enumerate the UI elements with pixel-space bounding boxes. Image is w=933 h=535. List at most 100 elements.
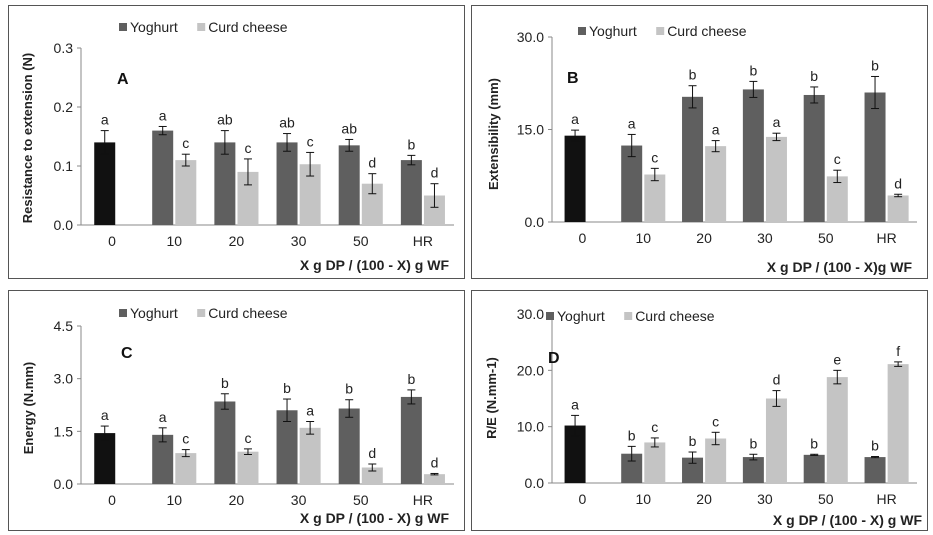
significance-letter: d — [773, 372, 781, 388]
legend-swatch — [197, 309, 206, 317]
legend-swatch — [119, 309, 127, 317]
significance-letter: b — [749, 435, 757, 451]
x-tick-label: 0 — [108, 233, 116, 249]
bar-yoghurt — [864, 457, 886, 483]
chart-svg: 0.0 0.1 0.2 0.3 Resistance to extension (N) X… — [20, 19, 454, 273]
legend-swatch — [656, 27, 665, 35]
bar-yoghurt — [682, 96, 704, 222]
significance-letter: d — [894, 175, 902, 191]
x-tick-label: 10 — [166, 492, 182, 508]
significance-letter: b — [407, 136, 415, 152]
significance-letter: e — [833, 351, 841, 367]
y-tick-label: 0.0 — [525, 475, 545, 491]
significance-letter: c — [651, 149, 658, 165]
y-axis-label: Energy (N.mm) — [21, 362, 36, 454]
x-tick-label: HR — [876, 491, 896, 507]
x-tick-label: 20 — [229, 492, 245, 508]
bar-yoghurt — [152, 130, 174, 225]
x-tick-label: 0 — [579, 491, 587, 507]
x-tick-label: 0 — [579, 230, 587, 246]
y-tick-label: 0.2 — [54, 99, 74, 115]
bar-yoghurt — [742, 457, 764, 483]
bar-curd-cheese — [705, 146, 727, 222]
y-tick-label: 3.0 — [54, 371, 74, 387]
y-tick-label: 0.3 — [54, 40, 74, 56]
x-tick-label: 50 — [818, 230, 834, 246]
x-tick-label: 50 — [353, 492, 369, 508]
bar-curd-cheese — [237, 451, 259, 484]
y-tick-label: 0.0 — [525, 214, 545, 230]
y-tick-label: 0.0 — [54, 217, 74, 233]
x-axis-label: X g DP / (100 - X)g WF — [767, 259, 913, 275]
bar-curd-cheese — [826, 377, 848, 483]
significance-letter: a — [159, 409, 167, 425]
significance-letter: a — [571, 396, 579, 412]
bar-yoghurt — [276, 410, 298, 484]
x-tick-label: 10 — [635, 230, 651, 246]
significance-letter: d — [368, 445, 376, 461]
significance-letter: b — [345, 381, 353, 397]
bar-yoghurt — [214, 142, 236, 225]
bar-curd-cheese — [765, 136, 787, 222]
significance-letter: b — [221, 375, 229, 391]
bar-curd-cheese — [765, 398, 787, 483]
bar-curd-cheese — [299, 427, 321, 484]
x-tick-label: HR — [876, 230, 896, 246]
x-tick-label: 30 — [757, 491, 773, 507]
y-axis-label: R/E (N.mm-1) — [484, 357, 499, 439]
bar-curd-cheese — [423, 474, 445, 484]
y-tick-label: 0.1 — [54, 158, 74, 174]
significance-letter: c — [182, 135, 189, 151]
bar-yoghurt — [803, 94, 825, 222]
legend-label: Curd cheese — [635, 308, 715, 324]
significance-letter: b — [689, 433, 697, 449]
significance-letter: c — [244, 140, 251, 156]
x-tick-label: 30 — [291, 233, 307, 249]
y-tick-label: 20.0 — [517, 362, 544, 378]
x-axis-label: X g DP / (100 - X) g WF — [300, 257, 450, 273]
significance-letter: c — [307, 133, 314, 149]
significance-letter: c — [651, 419, 658, 435]
panel-letter: A — [117, 71, 129, 88]
bar-control — [564, 135, 586, 222]
x-tick-label: 20 — [696, 491, 712, 507]
legend-swatch — [197, 23, 206, 31]
panel-letter: C — [121, 345, 133, 362]
bar-curd-cheese — [237, 171, 259, 225]
significance-letter: b — [628, 427, 636, 443]
bar-yoghurt — [152, 434, 174, 484]
significance-letter: a — [571, 111, 579, 127]
chart-svg: 0.0 10.0 20.0 30.0 R/E (N.mm-1) X g DP / (100… — [484, 306, 923, 528]
x-tick-label: HR — [413, 233, 433, 249]
significance-letter: b — [810, 435, 818, 451]
bar-curd-cheese — [299, 164, 321, 225]
legend-label: Yoghurt — [130, 305, 178, 321]
x-tick-label: 20 — [696, 230, 712, 246]
bar-curd-cheese — [423, 195, 445, 225]
significance-letter: a — [101, 407, 109, 423]
bar-curd-cheese — [175, 160, 197, 225]
x-tick-label: 50 — [353, 233, 369, 249]
bar-curd-cheese — [175, 453, 197, 484]
significance-letter: b — [749, 62, 757, 78]
panel-letter: D — [548, 350, 560, 367]
panel-letter: B — [567, 70, 579, 87]
bar-curd-cheese — [826, 176, 848, 222]
x-axis-label: X g DP / (100 - X) g WF — [773, 512, 923, 528]
chart-svg: 0.0 1.5 3.0 4.5 Energy (N.mm) X g DP / (100 -… — [21, 305, 454, 526]
significance-letter: d — [431, 165, 439, 181]
legend-label: Yoghurt — [589, 23, 637, 39]
legend-swatch — [624, 312, 633, 320]
legend-label: Curd cheese — [208, 19, 288, 35]
significance-letter: ab — [279, 115, 295, 131]
bar-yoghurt — [682, 457, 704, 483]
significance-letter: d — [431, 454, 439, 470]
significance-letter: a — [773, 114, 781, 130]
x-tick-label: HR — [413, 492, 433, 508]
chart-panel-d: 0.0 10.0 20.0 30.0 R/E (N.mm-1) X g DP / (100… — [471, 290, 928, 531]
significance-letter: b — [407, 371, 415, 387]
significance-letter: a — [306, 403, 314, 419]
x-tick-label: 20 — [229, 233, 245, 249]
x-tick-label: 10 — [635, 491, 651, 507]
x-tick-label: 30 — [757, 230, 773, 246]
